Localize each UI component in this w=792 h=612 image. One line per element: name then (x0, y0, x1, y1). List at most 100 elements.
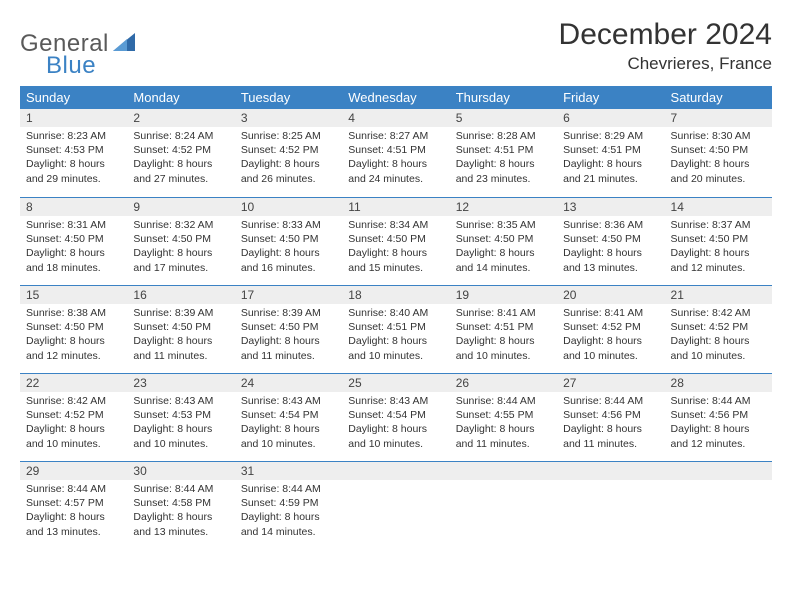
daylight-text: Daylight: 8 hours and 15 minutes. (348, 246, 443, 274)
day-header: Wednesday (342, 86, 449, 109)
day-number: 9 (127, 197, 234, 216)
calendar-cell: 24Sunrise: 8:43 AMSunset: 4:54 PMDayligh… (235, 373, 342, 461)
sunset-text: Sunset: 4:50 PM (26, 320, 121, 334)
day-body: Sunrise: 8:41 AMSunset: 4:51 PMDaylight:… (450, 304, 557, 369)
calendar-cell (665, 461, 772, 549)
day-body: Sunrise: 8:44 AMSunset: 4:59 PMDaylight:… (235, 480, 342, 545)
day-number: 16 (127, 285, 234, 304)
sunrise-text: Sunrise: 8:44 AM (241, 482, 336, 496)
day-body: Sunrise: 8:43 AMSunset: 4:53 PMDaylight:… (127, 392, 234, 457)
calendar-row: 8Sunrise: 8:31 AMSunset: 4:50 PMDaylight… (20, 197, 772, 285)
day-body: Sunrise: 8:44 AMSunset: 4:56 PMDaylight:… (665, 392, 772, 457)
daylight-text: Daylight: 8 hours and 11 minutes. (563, 422, 658, 450)
day-body: Sunrise: 8:44 AMSunset: 4:58 PMDaylight:… (127, 480, 234, 545)
calendar-cell: 9Sunrise: 8:32 AMSunset: 4:50 PMDaylight… (127, 197, 234, 285)
day-body: Sunrise: 8:36 AMSunset: 4:50 PMDaylight:… (557, 216, 664, 281)
calendar-cell: 11Sunrise: 8:34 AMSunset: 4:50 PMDayligh… (342, 197, 449, 285)
sunrise-text: Sunrise: 8:30 AM (671, 129, 766, 143)
sunrise-text: Sunrise: 8:28 AM (456, 129, 551, 143)
calendar-cell: 15Sunrise: 8:38 AMSunset: 4:50 PMDayligh… (20, 285, 127, 373)
day-body: Sunrise: 8:29 AMSunset: 4:51 PMDaylight:… (557, 127, 664, 192)
sunrise-text: Sunrise: 8:40 AM (348, 306, 443, 320)
day-header: Friday (557, 86, 664, 109)
sunrise-text: Sunrise: 8:37 AM (671, 218, 766, 232)
day-body: Sunrise: 8:43 AMSunset: 4:54 PMDaylight:… (342, 392, 449, 457)
day-number: 13 (557, 197, 664, 216)
day-number: 1 (20, 109, 127, 127)
calendar-row: 15Sunrise: 8:38 AMSunset: 4:50 PMDayligh… (20, 285, 772, 373)
sunset-text: Sunset: 4:51 PM (348, 320, 443, 334)
sunrise-text: Sunrise: 8:39 AM (241, 306, 336, 320)
day-number: 20 (557, 285, 664, 304)
day-number: 18 (342, 285, 449, 304)
calendar-cell: 18Sunrise: 8:40 AMSunset: 4:51 PMDayligh… (342, 285, 449, 373)
day-number: 30 (127, 461, 234, 480)
calendar-cell: 30Sunrise: 8:44 AMSunset: 4:58 PMDayligh… (127, 461, 234, 549)
calendar-cell: 12Sunrise: 8:35 AMSunset: 4:50 PMDayligh… (450, 197, 557, 285)
daylight-text: Daylight: 8 hours and 11 minutes. (241, 334, 336, 362)
day-header: Sunday (20, 86, 127, 109)
calendar-cell: 13Sunrise: 8:36 AMSunset: 4:50 PMDayligh… (557, 197, 664, 285)
sunrise-text: Sunrise: 8:34 AM (348, 218, 443, 232)
calendar-cell: 3Sunrise: 8:25 AMSunset: 4:52 PMDaylight… (235, 109, 342, 197)
calendar-cell: 4Sunrise: 8:27 AMSunset: 4:51 PMDaylight… (342, 109, 449, 197)
daylight-text: Daylight: 8 hours and 21 minutes. (563, 157, 658, 185)
sunrise-text: Sunrise: 8:44 AM (456, 394, 551, 408)
calendar-cell: 21Sunrise: 8:42 AMSunset: 4:52 PMDayligh… (665, 285, 772, 373)
calendar-cell: 19Sunrise: 8:41 AMSunset: 4:51 PMDayligh… (450, 285, 557, 373)
daylight-text: Daylight: 8 hours and 20 minutes. (671, 157, 766, 185)
logo-text-blue: Blue (46, 52, 96, 79)
sunset-text: Sunset: 4:53 PM (133, 408, 228, 422)
calendar-row: 29Sunrise: 8:44 AMSunset: 4:57 PMDayligh… (20, 461, 772, 549)
day-number: 5 (450, 109, 557, 127)
sunset-text: Sunset: 4:50 PM (133, 320, 228, 334)
day-number: 21 (665, 285, 772, 304)
calendar-cell (450, 461, 557, 549)
calendar-cell: 14Sunrise: 8:37 AMSunset: 4:50 PMDayligh… (665, 197, 772, 285)
calendar-cell: 10Sunrise: 8:33 AMSunset: 4:50 PMDayligh… (235, 197, 342, 285)
sunset-text: Sunset: 4:52 PM (26, 408, 121, 422)
daylight-text: Daylight: 8 hours and 12 minutes. (671, 422, 766, 450)
calendar-cell: 27Sunrise: 8:44 AMSunset: 4:56 PMDayligh… (557, 373, 664, 461)
sunrise-text: Sunrise: 8:25 AM (241, 129, 336, 143)
sunrise-text: Sunrise: 8:32 AM (133, 218, 228, 232)
sunset-text: Sunset: 4:50 PM (348, 232, 443, 246)
day-number: 25 (342, 373, 449, 392)
sunrise-text: Sunrise: 8:44 AM (671, 394, 766, 408)
sunrise-text: Sunrise: 8:43 AM (133, 394, 228, 408)
day-body: Sunrise: 8:34 AMSunset: 4:50 PMDaylight:… (342, 216, 449, 281)
day-body: Sunrise: 8:30 AMSunset: 4:50 PMDaylight:… (665, 127, 772, 192)
day-number: 14 (665, 197, 772, 216)
calendar-cell: 29Sunrise: 8:44 AMSunset: 4:57 PMDayligh… (20, 461, 127, 549)
sunset-text: Sunset: 4:50 PM (241, 232, 336, 246)
daylight-text: Daylight: 8 hours and 13 minutes. (26, 510, 121, 538)
sunset-text: Sunset: 4:51 PM (348, 143, 443, 157)
day-number (665, 461, 772, 480)
day-number: 8 (20, 197, 127, 216)
day-number: 26 (450, 373, 557, 392)
day-number (557, 461, 664, 480)
sunrise-text: Sunrise: 8:44 AM (26, 482, 121, 496)
sunset-text: Sunset: 4:55 PM (456, 408, 551, 422)
calendar-cell: 2Sunrise: 8:24 AMSunset: 4:52 PMDaylight… (127, 109, 234, 197)
daylight-text: Daylight: 8 hours and 27 minutes. (133, 157, 228, 185)
title-block: December 2024 Chevrieres, France (559, 18, 772, 78)
sunset-text: Sunset: 4:51 PM (456, 143, 551, 157)
calendar-cell: 16Sunrise: 8:39 AMSunset: 4:50 PMDayligh… (127, 285, 234, 373)
day-body: Sunrise: 8:37 AMSunset: 4:50 PMDaylight:… (665, 216, 772, 281)
sunset-text: Sunset: 4:51 PM (563, 143, 658, 157)
day-body: Sunrise: 8:31 AMSunset: 4:50 PMDaylight:… (20, 216, 127, 281)
calendar-cell: 1Sunrise: 8:23 AMSunset: 4:53 PMDaylight… (20, 109, 127, 197)
logo-text-blue-wrap: Blue (46, 52, 96, 80)
day-body: Sunrise: 8:40 AMSunset: 4:51 PMDaylight:… (342, 304, 449, 369)
day-body: Sunrise: 8:39 AMSunset: 4:50 PMDaylight:… (127, 304, 234, 369)
sunrise-text: Sunrise: 8:42 AM (671, 306, 766, 320)
day-number: 15 (20, 285, 127, 304)
sunset-text: Sunset: 4:56 PM (671, 408, 766, 422)
sunrise-text: Sunrise: 8:41 AM (563, 306, 658, 320)
sunrise-text: Sunrise: 8:38 AM (26, 306, 121, 320)
day-number: 22 (20, 373, 127, 392)
sunrise-text: Sunrise: 8:24 AM (133, 129, 228, 143)
day-body: Sunrise: 8:33 AMSunset: 4:50 PMDaylight:… (235, 216, 342, 281)
day-number (450, 461, 557, 480)
